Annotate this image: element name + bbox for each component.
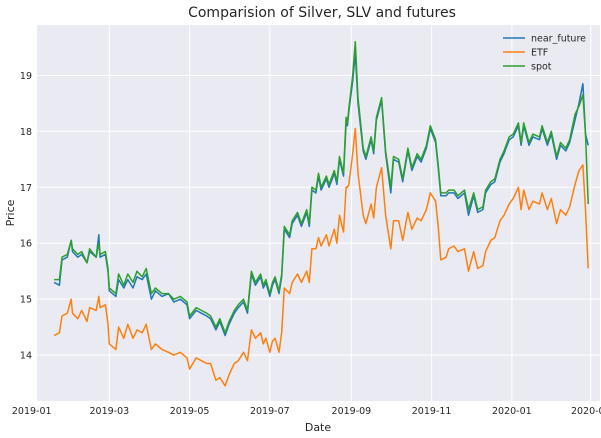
x-tick-label: 2019-07 [250, 406, 290, 417]
plot-area [37, 25, 600, 401]
y-tick-label: 16 [20, 239, 32, 250]
x-tick-label: 2020-03 [571, 406, 601, 417]
legend-label: near_future [531, 34, 586, 45]
x-axis-ticks: 2019-01 2019-03 2019-05 2019-07 2019-09 2019-… [12, 406, 601, 417]
x-tick-label: 2020-01 [492, 406, 532, 417]
y-tick-label: 15 [20, 295, 32, 306]
series-line-spot [54, 41, 589, 334]
x-tick-label: 2019-09 [332, 406, 372, 417]
y-tick-label: 18 [20, 127, 32, 138]
x-tick-label: 2019-05 [170, 406, 210, 417]
y-axis-ticks: 14 15 16 17 18 19 [20, 71, 32, 362]
series-line-etf [53, 127, 589, 387]
legend-label: ETF [531, 48, 548, 59]
y-axis-label: Price [4, 199, 17, 226]
legend: near_future ETF spot [503, 34, 586, 73]
x-axis-label: Date [305, 421, 332, 434]
x-tick-label: 2019-03 [89, 406, 129, 417]
y-tick-label: 14 [20, 351, 32, 362]
x-tick-label: 2019-11 [412, 406, 452, 417]
y-tick-label: 19 [20, 71, 32, 82]
x-tick-label: 2019-01 [12, 406, 52, 417]
legend-label: spot [531, 62, 552, 73]
grid-lines [31, 25, 600, 401]
y-tick-label: 17 [20, 183, 32, 194]
series-lines [53, 41, 589, 387]
chart-title: Comparision of Silver, SLV and futures [188, 5, 456, 21]
